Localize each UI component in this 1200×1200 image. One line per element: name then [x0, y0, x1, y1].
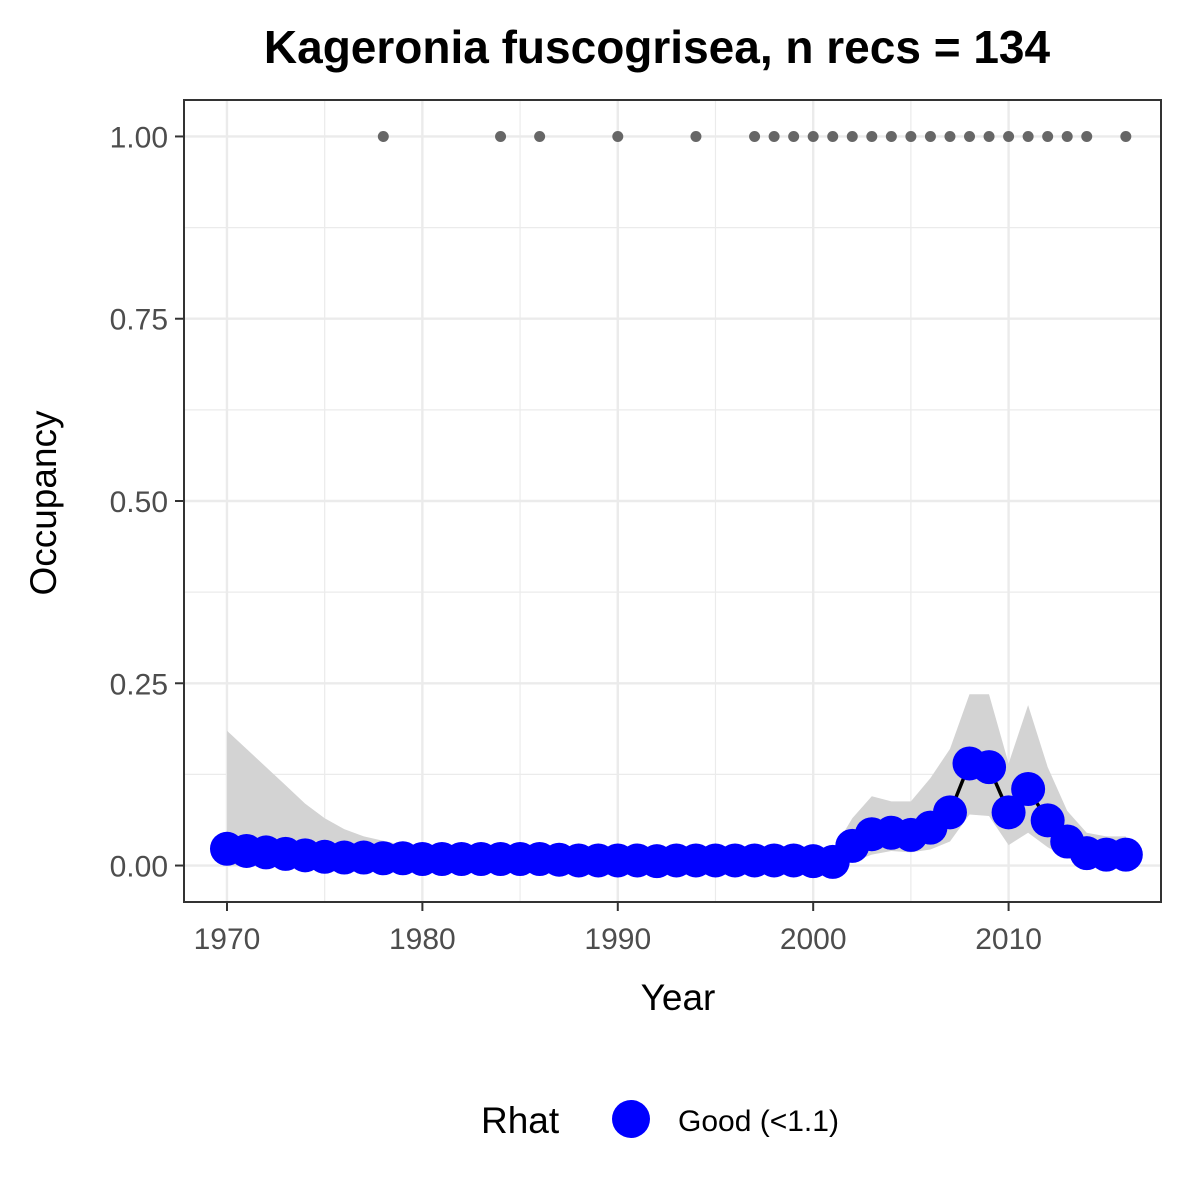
legend-key-good — [612, 1100, 650, 1138]
occupancy-point — [972, 750, 1007, 785]
record-point — [768, 130, 780, 142]
record-point — [1042, 130, 1054, 142]
record-point — [846, 130, 858, 142]
y-tick-label: 1.00 — [110, 121, 168, 154]
record-point — [964, 130, 976, 142]
y-tick-label: 0.50 — [110, 486, 168, 519]
record-point — [1022, 130, 1034, 142]
record-points — [377, 130, 1132, 142]
record-point — [866, 130, 878, 142]
x-tick-label: 1990 — [584, 923, 651, 956]
record-point — [1081, 130, 1093, 142]
grid-lines — [184, 100, 1161, 902]
y-axis-title: Occupancy — [23, 410, 64, 596]
legend-title: Rhat — [481, 1100, 560, 1141]
record-point — [788, 130, 800, 142]
x-axis: 1970 1980 1990 2000 2010 — [194, 902, 1042, 956]
record-point — [983, 130, 995, 142]
y-tick-label: 0.25 — [110, 668, 168, 701]
y-tick-label: 0.75 — [110, 304, 168, 337]
record-point — [1003, 130, 1015, 142]
x-axis-title: Year — [641, 977, 716, 1018]
record-point — [905, 130, 917, 142]
record-point — [827, 130, 839, 142]
occupancy-point — [932, 795, 967, 830]
occupancy-point — [1108, 837, 1143, 872]
chart-title: Kageronia fuscogrisea, n recs = 134 — [264, 21, 1051, 73]
record-point — [1061, 130, 1073, 142]
record-point — [690, 130, 702, 142]
y-tick-label: 0.00 — [110, 851, 168, 884]
record-point — [534, 130, 546, 142]
record-point — [749, 130, 761, 142]
x-tick-label: 2010 — [975, 923, 1042, 956]
y-axis: 0.00 0.25 0.50 0.75 1.00 — [110, 121, 184, 884]
x-tick-label: 2000 — [780, 923, 847, 956]
x-tick-label: 1980 — [389, 923, 456, 956]
x-tick-label: 1970 — [194, 923, 261, 956]
record-point — [807, 130, 819, 142]
occupancy-point — [1011, 771, 1046, 806]
record-point — [885, 130, 897, 142]
record-point — [924, 130, 936, 142]
record-point — [495, 130, 507, 142]
record-point — [944, 130, 956, 142]
legend: Rhat Good (<1.1) — [481, 1100, 839, 1141]
legend-label-good: Good (<1.1) — [678, 1105, 839, 1138]
occupancy-points — [209, 746, 1143, 879]
record-point — [612, 130, 624, 142]
plot-panel — [183, 99, 1162, 903]
occupancy-point — [991, 795, 1026, 830]
record-point — [377, 130, 389, 142]
record-point — [1120, 130, 1132, 142]
